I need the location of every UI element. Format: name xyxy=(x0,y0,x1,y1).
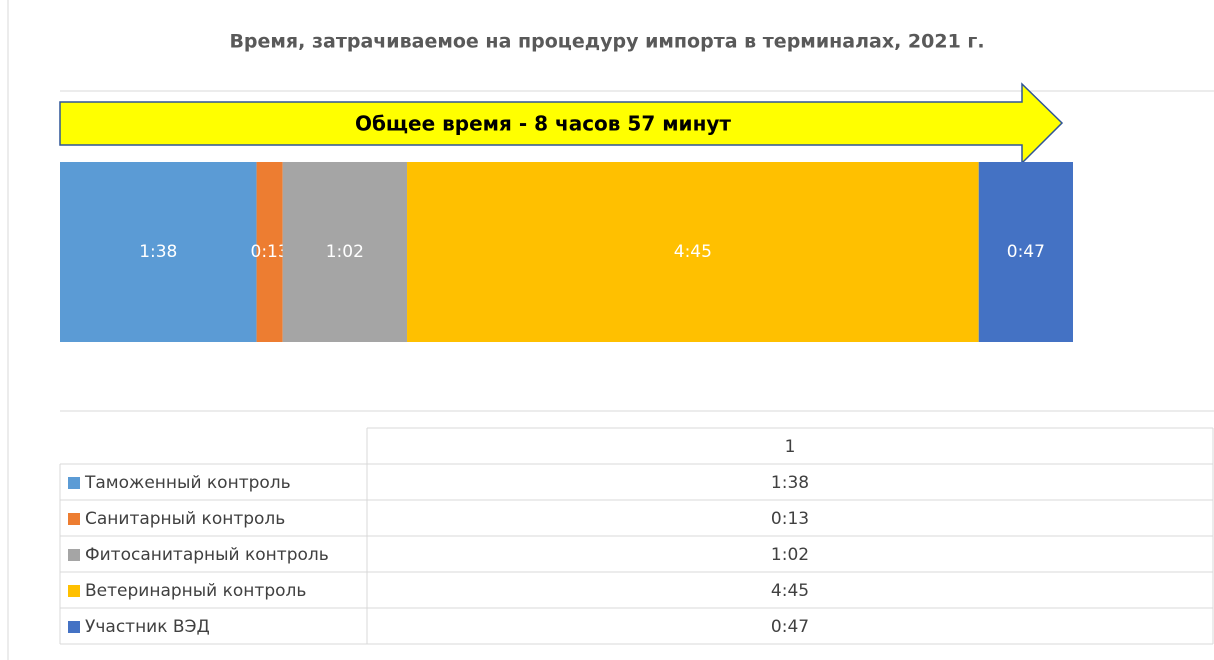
data-label: 0:47 xyxy=(1007,242,1045,262)
data-label: 4:45 xyxy=(674,242,712,262)
legend-swatch xyxy=(68,585,80,597)
legend-swatch xyxy=(68,513,80,525)
legend-label: Ветеринарный контроль xyxy=(85,581,306,601)
bar-segment xyxy=(282,162,408,342)
chart-title: Время, затрачиваемое на процедуру импорт… xyxy=(229,31,984,53)
bar-segment xyxy=(978,162,1073,342)
table-value: 4:45 xyxy=(771,581,809,601)
table-value: 0:13 xyxy=(771,509,809,529)
legend-swatch xyxy=(68,477,80,489)
table-value: 0:47 xyxy=(771,617,809,637)
legend-label: Таможенный контроль xyxy=(84,473,291,493)
legend-swatch xyxy=(68,621,80,633)
table-value: 1:02 xyxy=(771,545,809,565)
bar-segment xyxy=(60,162,257,342)
legend-swatch xyxy=(68,549,80,561)
legend-label: Фитосанитарный контроль xyxy=(85,545,329,565)
table-value: 1:38 xyxy=(771,473,809,493)
legend-label: Участник ВЭД xyxy=(85,617,210,637)
bar-segment xyxy=(407,162,979,342)
bar-segment xyxy=(256,162,283,342)
data-label: 1:02 xyxy=(326,242,364,262)
data-label: 0:13 xyxy=(251,242,289,262)
data-label: 1:38 xyxy=(139,242,177,262)
table-header: 1 xyxy=(785,437,796,457)
arrow xyxy=(59,82,1064,165)
annotation: Общее время - 8 часов 57 минут xyxy=(355,112,731,136)
legend-label: Санитарный контроль xyxy=(85,509,285,529)
